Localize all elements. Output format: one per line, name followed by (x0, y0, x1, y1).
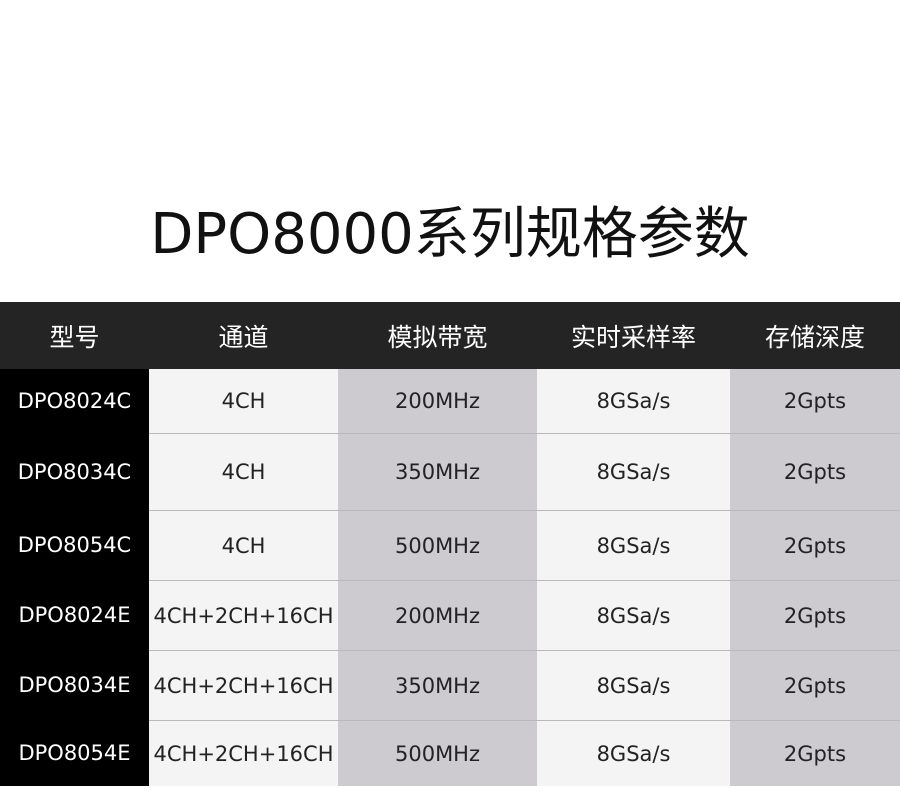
table-cell: 200MHz (338, 580, 537, 650)
table-cell: 4CH (149, 433, 338, 510)
table-cell: 2Gpts (730, 433, 900, 510)
header-cell: 存储深度 (730, 302, 900, 369)
table-cell: 2Gpts (730, 650, 900, 720)
table-cell: 2Gpts (730, 720, 900, 786)
table-cell: DPO8034E (0, 650, 149, 720)
table-cell: DPO8024C (0, 369, 149, 433)
table-cell: 4CH+2CH+16CH (149, 580, 338, 650)
table-cell: DPO8054E (0, 720, 149, 786)
table-cell: 4CH (149, 510, 338, 580)
page-title: DPO8000系列规格参数 (150, 202, 750, 267)
header-cell: 通道 (149, 302, 338, 369)
table-cell: 2Gpts (730, 510, 900, 580)
table-cell: DPO8054C (0, 510, 149, 580)
table-cell: 8GSa/s (537, 369, 730, 433)
table-cell: 8GSa/s (537, 433, 730, 510)
table-cell: 2Gpts (730, 369, 900, 433)
table-cell: 8GSa/s (537, 510, 730, 580)
table-cell: 4CH+2CH+16CH (149, 650, 338, 720)
table-cell: 350MHz (338, 650, 537, 720)
table-cell: DPO8034C (0, 433, 149, 510)
table-cell: 2Gpts (730, 580, 900, 650)
table-cell: 8GSa/s (537, 650, 730, 720)
header-cell: 型号 (0, 302, 149, 369)
table-cell: 4CH (149, 369, 338, 433)
table-cell: 500MHz (338, 510, 537, 580)
table-cell: 200MHz (338, 369, 537, 433)
table-cell: DPO8024E (0, 580, 149, 650)
table-cell: 500MHz (338, 720, 537, 786)
table-cell: 8GSa/s (537, 720, 730, 786)
header-cell: 实时采样率 (537, 302, 730, 369)
table-cell: 4CH+2CH+16CH (149, 720, 338, 786)
header-cell: 模拟带宽 (338, 302, 537, 369)
table-cell: 8GSa/s (537, 580, 730, 650)
table-cell: 350MHz (338, 433, 537, 510)
